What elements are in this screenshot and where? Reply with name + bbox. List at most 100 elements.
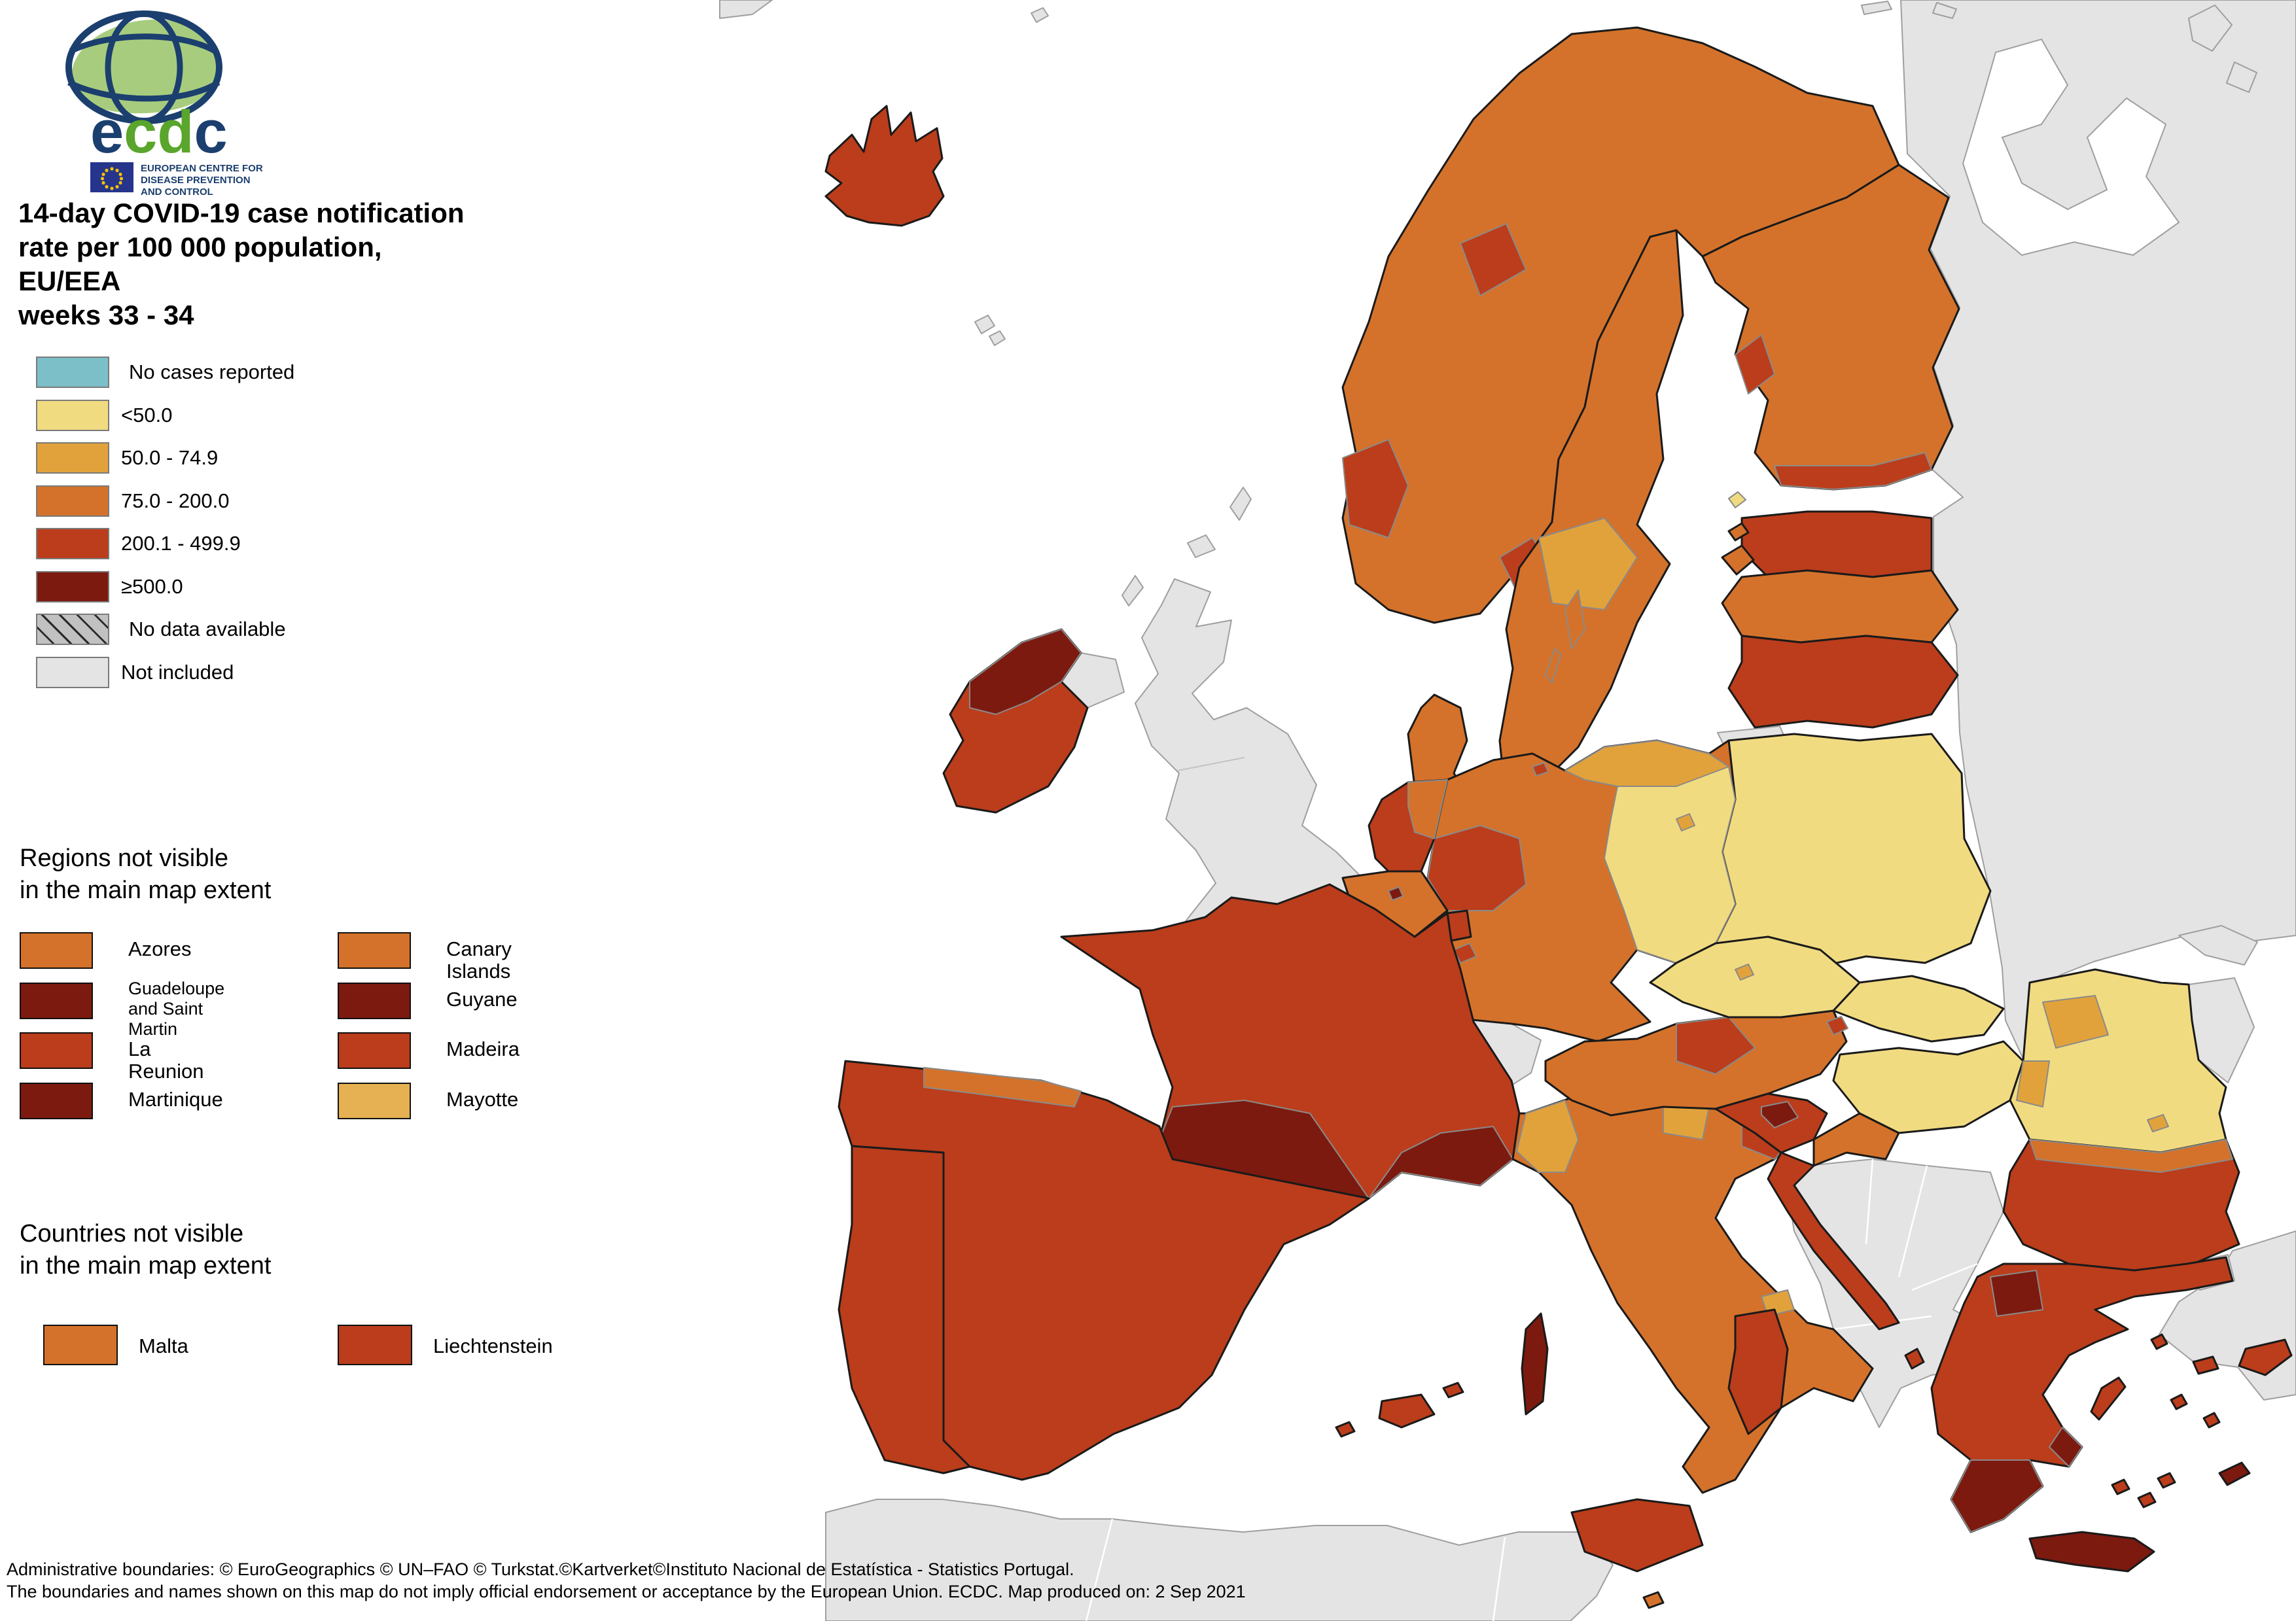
map-region-estonia-islands xyxy=(1721,522,1755,576)
map-region-corsica xyxy=(1521,1312,1549,1416)
map-region-slovenia-central xyxy=(1761,1101,1799,1128)
map-region-bulgaria-north xyxy=(2029,1139,2233,1173)
map-region-limnos xyxy=(2150,1333,2168,1350)
region-label: Guyane xyxy=(446,988,518,1011)
map-title: 14-day COVID-19 case notification rate p… xyxy=(18,198,465,330)
map-region-samos xyxy=(2202,1412,2221,1429)
region-swatch-azores xyxy=(20,932,93,969)
countries-not-visible-heading: Countries not visible in the main map ex… xyxy=(20,1220,272,1280)
map-region-sweden-dalarna xyxy=(1538,517,1638,610)
region-label: Azores xyxy=(128,937,192,960)
legend-label: ≥500.0 xyxy=(121,575,183,598)
ecdc-globe-icon xyxy=(65,10,222,124)
map-region-iceland xyxy=(824,105,945,227)
map-region-svalbard xyxy=(1861,1,1957,19)
legend-label: No data available xyxy=(129,618,286,640)
region-label: Martinique xyxy=(128,1088,223,1111)
balkans-internal-borders xyxy=(1833,1159,1978,1331)
legend-swatch-gte500 xyxy=(36,571,109,602)
map-region-finland-helsinki xyxy=(1774,452,1932,490)
map-region-croatia-coast xyxy=(1767,1151,1900,1331)
legend-label: 200.1 - 499.9 xyxy=(121,532,241,555)
map-region-greece-attica xyxy=(2049,1427,2083,1467)
region-swatch-madeira xyxy=(338,1032,411,1069)
map-region-cyprus xyxy=(2238,1338,2293,1376)
map-region-brussels xyxy=(1388,886,1404,901)
map-region-sicily xyxy=(1570,1498,1704,1573)
map-region-portugal xyxy=(838,1145,971,1474)
map-region-hebrides xyxy=(1122,575,1144,606)
map-region-poland xyxy=(1714,733,1992,971)
map-region-cyclades xyxy=(2111,1472,2176,1508)
map-region-greece-peloponnese xyxy=(1951,1459,2043,1533)
map-region-germany-nrw xyxy=(1427,825,1527,911)
map-region-novaya-zemlya xyxy=(2188,5,2257,93)
footer-disclaimer: The boundaries and names shown on this m… xyxy=(7,1582,1246,1601)
map-region-crete xyxy=(2028,1531,2155,1573)
region-label: La Reunion xyxy=(128,1037,204,1083)
map-region-hamburg xyxy=(1532,762,1549,776)
map-region-mallorca xyxy=(1378,1393,1436,1429)
map-region-oland xyxy=(1545,648,1562,684)
map-region-ibiza xyxy=(1335,1421,1356,1438)
map-region-jan-mayen xyxy=(1031,7,1049,23)
region-swatch-mayotte xyxy=(338,1083,411,1119)
legend-label: No cases reported xyxy=(129,360,295,383)
region-label: Madeira xyxy=(446,1037,520,1060)
map-region-norway-vestland xyxy=(1342,439,1409,538)
region-swatch-martinique xyxy=(20,1083,93,1119)
map-region-chios xyxy=(2170,1393,2188,1410)
map-region-prague xyxy=(1735,964,1754,981)
legend-label: 50.0 - 74.9 xyxy=(121,446,219,469)
country-label-liechtenstein: Liechtenstein xyxy=(433,1334,553,1357)
north-africa-internal-borders xyxy=(1085,1518,1506,1621)
map-region-romania-west xyxy=(2016,1060,2050,1107)
map-region-rhodes xyxy=(2218,1461,2251,1486)
map-region-corfu xyxy=(1904,1348,1925,1370)
map-region-menorca xyxy=(1442,1382,1464,1399)
map-region-greece-west-macedonia xyxy=(1990,1270,2043,1317)
map-region-italy-piedmont xyxy=(1516,1100,1579,1173)
map-region-spain-asturias xyxy=(923,1067,1082,1107)
legend-swatch-no-cases xyxy=(36,357,109,388)
legend-swatch-lt50 xyxy=(36,400,109,431)
country-swatch-malta xyxy=(43,1325,118,1365)
map-region-vienna xyxy=(1826,1016,1848,1036)
map-region-finland-ostrobothnia xyxy=(1735,334,1775,394)
region-swatch-canary-islands xyxy=(338,932,411,969)
map-region-austria-upper xyxy=(1676,1017,1756,1075)
map-region-berlin xyxy=(1676,813,1695,831)
map-region-shetland xyxy=(1229,487,1252,521)
legend-label: <50.0 xyxy=(121,404,173,427)
country-swatch-liechtenstein xyxy=(338,1325,412,1365)
legend-swatch-75-200 xyxy=(36,485,109,517)
legend-swatch-50-74 xyxy=(36,442,109,474)
map-region-crimea xyxy=(2178,925,2258,966)
map-region-euboea xyxy=(2090,1376,2127,1421)
map-region-north-africa xyxy=(825,1499,1614,1621)
uk-internal-border xyxy=(1177,757,1245,771)
ecdc-org-line3: AND CONTROL xyxy=(141,186,213,198)
region-swatch-guyane xyxy=(338,983,411,1019)
legend-label: 75.0 - 200.0 xyxy=(121,489,230,512)
ecdc-wordmark: ecdc xyxy=(90,99,228,166)
map-region-malta xyxy=(1642,1591,1665,1609)
region-label: Canary Islands xyxy=(446,937,512,983)
legend-label: Not included xyxy=(121,661,234,684)
map-region-ireland-northwest xyxy=(969,629,1082,715)
map-region-saarland xyxy=(1453,943,1477,964)
map-region-bucharest xyxy=(2147,1114,2169,1132)
region-swatch-guadeloupe xyxy=(20,983,93,1019)
region-label: Guadeloupe and Saint Martin xyxy=(128,979,225,1039)
regions-not-visible-heading: Regions not visible in the main map exte… xyxy=(20,845,272,904)
map-region-norway-trondelag xyxy=(1460,223,1527,296)
map-region-orkney xyxy=(1187,534,1216,558)
footer-attribution: Administrative boundaries: © EuroGeograp… xyxy=(7,1560,1074,1579)
map-region-netherlands-east xyxy=(1407,779,1448,839)
legend-swatch-not-included xyxy=(36,657,109,688)
ecdc-logo: ecdc EUROPEAN CENTRE FOR DISEASE PREVENT… xyxy=(65,10,263,198)
map-region-lithuania xyxy=(1727,635,1959,729)
region-label: Mayotte xyxy=(446,1088,519,1111)
ecdc-org-line2: DISEASE PREVENTION xyxy=(141,175,251,186)
